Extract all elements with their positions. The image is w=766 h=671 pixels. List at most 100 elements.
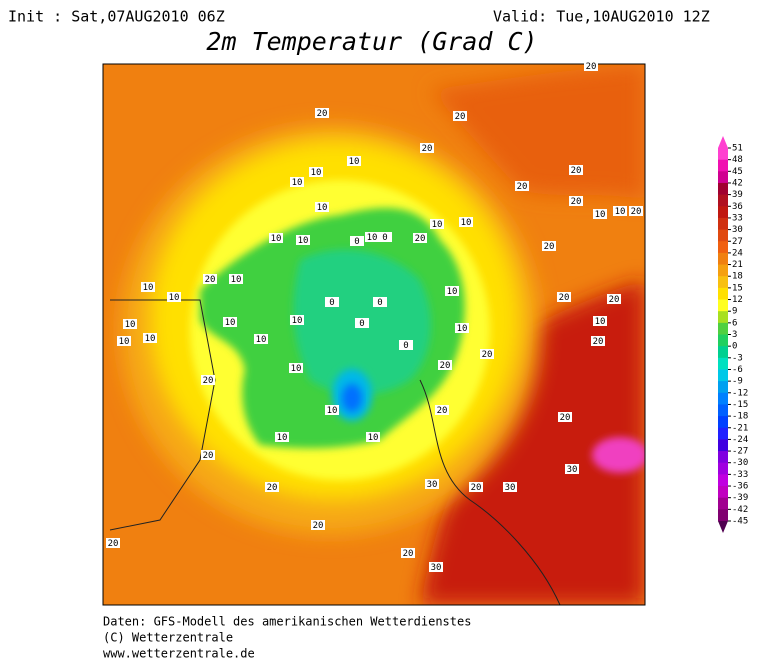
contour-label-bg	[315, 202, 329, 212]
contour-label: 0	[403, 341, 408, 351]
contour-label: 10	[271, 234, 282, 244]
contour-label: 10	[169, 293, 180, 303]
colorbar-band	[718, 509, 728, 522]
contour-label: 10	[595, 210, 606, 220]
coastline	[419, 379, 561, 605]
contour-label-bg	[558, 412, 572, 422]
colorbar-label: -45	[732, 517, 748, 527]
footer-line: www.wetterzentrale.de	[103, 647, 255, 661]
contour-label-bg	[455, 323, 469, 333]
colorbar-label: 18	[732, 272, 743, 282]
contour-label: 20	[560, 413, 571, 423]
colorbar-label: -15	[732, 400, 748, 410]
colorbar-label: -24	[732, 435, 748, 445]
contour-label: 20	[482, 350, 493, 360]
contour-label: 30	[427, 480, 438, 490]
valid-label: Valid: Tue,10AUG2010 12Z	[493, 8, 710, 26]
contour-label: 10	[231, 275, 242, 285]
colorbar-label: 0	[732, 342, 737, 352]
contour-label-bg	[290, 177, 304, 187]
colorbar-band	[718, 404, 728, 417]
contour-label-bg	[569, 196, 583, 206]
contour-label: 20	[205, 275, 216, 285]
colorbar-band	[718, 369, 728, 382]
contour-label: 20	[422, 144, 433, 154]
colorbar-label: 45	[732, 167, 743, 177]
contour-label-bg	[435, 405, 449, 415]
colorbar-label: 39	[732, 190, 743, 200]
colorbar-band	[718, 171, 728, 184]
contour-label-bg	[201, 375, 215, 385]
colorbar-band	[718, 462, 728, 475]
colorbar-label: -30	[732, 458, 748, 468]
colorbar-label: 27	[732, 237, 743, 247]
contour-label: 10	[327, 406, 338, 416]
contour-label: 20	[203, 376, 214, 386]
contour-label: 10	[447, 287, 458, 297]
colorbar-band	[718, 148, 728, 161]
contour-label: 10	[461, 218, 472, 228]
colorbar-label: 33	[732, 213, 743, 223]
contour-label: 0	[382, 233, 387, 243]
contour-label: 20	[440, 361, 451, 371]
colorbar-label: 6	[732, 318, 737, 328]
warm-region	[430, 64, 645, 200]
colorbar-band	[718, 287, 728, 301]
contour-label: 10	[125, 320, 136, 330]
contour-label-bg	[347, 156, 361, 166]
colorbar-label: -3	[732, 353, 743, 363]
contour-label-bg	[269, 233, 283, 243]
contour-label-bg	[469, 482, 483, 492]
contour-label: 0	[377, 298, 382, 308]
contour-label-bg	[355, 318, 369, 328]
colorbar-band	[718, 346, 728, 359]
colorbar-label: 42	[732, 178, 743, 188]
contour-label-bg	[453, 111, 467, 121]
contour-label-bg	[420, 143, 434, 153]
contour-label: 20	[631, 207, 642, 217]
colorbar-band	[718, 194, 728, 207]
contour-label: 10	[615, 207, 626, 217]
colorbar-label: -33	[732, 470, 748, 480]
contour-label: 0	[359, 319, 364, 329]
contour-label: 10	[317, 203, 328, 213]
contour-label-bg	[365, 232, 379, 242]
contour-label-bg	[143, 333, 157, 343]
contour-label-bg	[593, 316, 607, 326]
colorbar-band	[718, 299, 728, 312]
title: 2m Temperatur (Grad C)	[206, 27, 537, 56]
contour-label: 20	[571, 166, 582, 176]
hot-spot	[592, 437, 645, 473]
contour-label-bg	[373, 297, 387, 307]
colorbar-label: -18	[732, 412, 748, 422]
colorbar-end	[718, 136, 728, 148]
contour-label: 10	[367, 233, 378, 243]
map-field	[103, 64, 645, 605]
contour-label: 20	[313, 521, 324, 531]
contour-label-bg	[542, 241, 556, 251]
colorbar-band	[718, 229, 728, 242]
contour-label-bg	[629, 206, 643, 216]
contour-label: 10	[225, 318, 236, 328]
contour-label-bg	[378, 232, 392, 242]
contour-label-bg	[223, 317, 237, 327]
contour-label: 30	[431, 563, 442, 573]
contour-label: 10	[143, 283, 154, 293]
contour-label-bg	[296, 235, 310, 245]
contour-label-bg	[203, 274, 217, 284]
colorbar-band	[718, 392, 728, 405]
contour-label-bg	[480, 349, 494, 359]
contour-label-bg	[413, 233, 427, 243]
contour-label-bg	[229, 274, 243, 284]
contour-label: 10	[119, 337, 130, 347]
contour-label-bg	[591, 336, 605, 346]
contour-label-bg	[254, 334, 268, 344]
colorbar-band	[718, 474, 728, 487]
map-frame	[102, 63, 646, 606]
init-label: Init : Sat,07AUG2010 06Z	[8, 8, 225, 26]
colorbar-band	[718, 264, 728, 277]
contour-label-bg	[309, 167, 323, 177]
contour-label: 20	[108, 539, 119, 549]
contour-label: 20	[609, 295, 620, 305]
contour-label: 20	[544, 242, 555, 252]
